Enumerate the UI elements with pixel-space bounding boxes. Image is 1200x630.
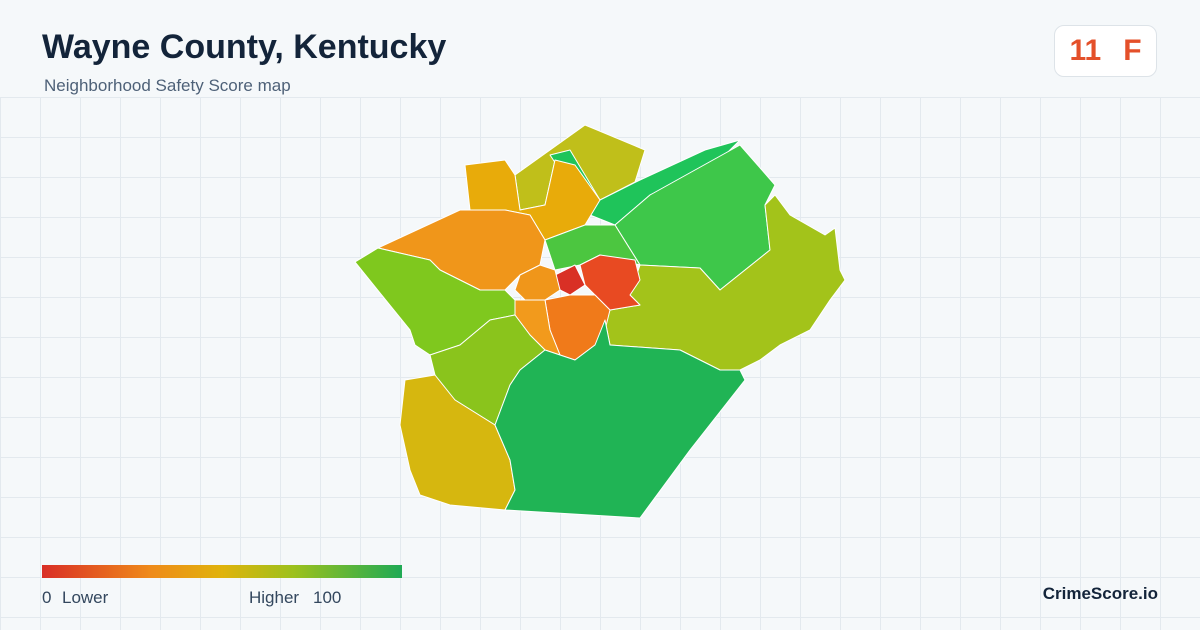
score-badge: 11 F <box>1054 25 1157 77</box>
subtitle: Neighborhood Safety Score map <box>44 76 291 95</box>
title: Wayne County, Kentucky <box>42 28 447 66</box>
legend-max-label: Higher <box>249 588 300 607</box>
legend-max: 100 <box>313 588 342 607</box>
score-grade: F <box>1123 34 1142 67</box>
region <box>354 247 516 356</box>
region <box>579 254 641 311</box>
brand: CrimeScore.io <box>1042 584 1158 603</box>
legend-min-label: Lower <box>62 588 109 607</box>
legend-gradient <box>42 565 402 578</box>
region <box>514 264 561 301</box>
legend-min: 0 <box>42 588 52 607</box>
region <box>494 319 746 519</box>
score-value: 11 <box>1069 34 1102 67</box>
